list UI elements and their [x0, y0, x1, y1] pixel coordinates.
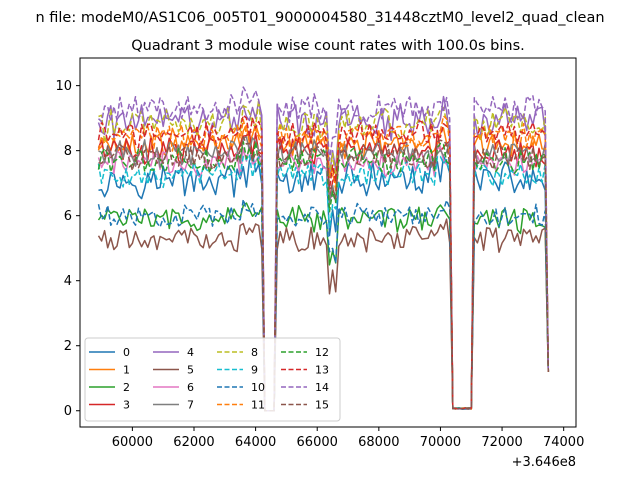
series-line-10	[97, 198, 550, 412]
legend-label-7: 7	[187, 399, 194, 412]
y-tick-label: 0	[64, 404, 72, 419]
legend-label-13: 13	[315, 364, 329, 377]
chart-title: Quadrant 3 module wise count rates with …	[131, 38, 525, 54]
series-line-13	[97, 114, 550, 412]
legend-label-14: 14	[315, 381, 329, 394]
y-tick-label: 8	[64, 144, 72, 159]
series-layer	[97, 86, 550, 412]
y-tick-label: 10	[55, 79, 72, 94]
x-tick-label: 62000	[173, 435, 214, 450]
x-tick-label: 68000	[358, 435, 399, 450]
legend-label-2: 2	[123, 381, 130, 394]
y-axis: 0 2 4 6 8 10	[55, 79, 80, 419]
legend-label-10: 10	[251, 381, 265, 394]
y-tick-label: 6	[64, 209, 72, 224]
legend-label-11: 11	[251, 399, 265, 412]
legend-label-0: 0	[123, 346, 130, 359]
figure-title: n file: modeM0/AS1C06_005T01_9000004580_…	[35, 10, 604, 26]
legend-label-9: 9	[251, 364, 258, 377]
x-offset-label: +3.646e8	[512, 455, 576, 470]
legend-label-12: 12	[315, 346, 329, 359]
legend-label-6: 6	[187, 381, 194, 394]
x-tick-label: 72000	[481, 435, 522, 450]
x-tick-label: 64000	[235, 435, 276, 450]
y-tick-label: 4	[64, 274, 72, 289]
y-tick-label: 2	[64, 339, 72, 354]
x-tick-label: 70000	[420, 435, 461, 450]
legend-label-1: 1	[123, 364, 130, 377]
series-line-15	[98, 136, 550, 412]
legend-label-8: 8	[251, 346, 258, 359]
legend-label-3: 3	[123, 399, 130, 412]
legend-label-5: 5	[187, 364, 194, 377]
x-axis: 60000 62000 64000 66000 68000 70000 72000 74000	[112, 427, 584, 450]
x-tick-label: 60000	[112, 435, 153, 450]
series-line-14	[97, 86, 550, 412]
x-tick-label: 66000	[297, 435, 338, 450]
x-tick-label: 74000	[543, 435, 584, 450]
legend-label-4: 4	[187, 346, 194, 359]
legend-label-15: 15	[315, 399, 329, 412]
plot-frame	[79, 57, 577, 428]
legend-box	[84, 337, 341, 422]
